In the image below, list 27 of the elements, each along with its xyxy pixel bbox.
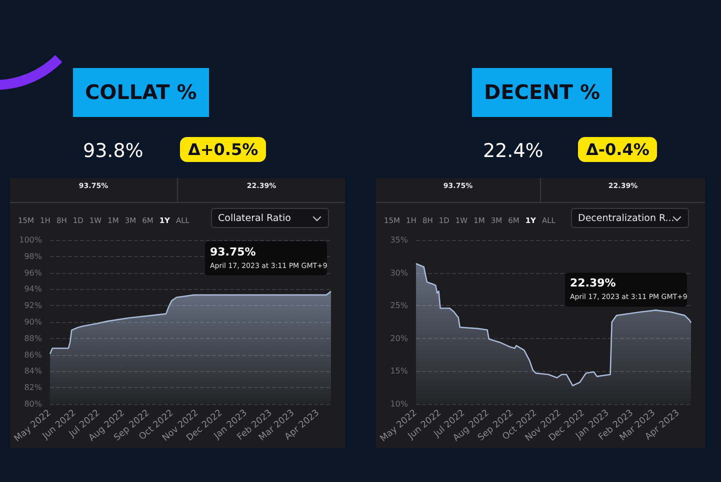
y-tick-label: 10% xyxy=(390,400,408,408)
y-tick-label: 84% xyxy=(24,366,42,376)
text: Collateral Ratio xyxy=(211,208,329,228)
annotation: 22.39% xyxy=(570,276,616,290)
chart-title: DECENT % xyxy=(472,68,612,117)
y-tick-label: 15% xyxy=(390,366,408,376)
y-tick-label: 20% xyxy=(390,334,408,343)
text: Decentralization R... xyxy=(571,208,689,228)
y-tick-label: 98% xyxy=(24,252,42,261)
y-tick-label: 82% xyxy=(24,383,42,392)
chart-subtitle: 93.8% xyxy=(83,140,144,162)
annotation: 93.75% xyxy=(210,245,256,258)
y-tick-label: 96% xyxy=(24,268,42,278)
text: Δ-0.4% xyxy=(578,137,658,162)
y-tick-label: 80% xyxy=(24,400,42,408)
y-tick-label: 94% xyxy=(24,284,42,294)
y-tick-label: 86% xyxy=(24,350,42,360)
y-tick-label: 88% xyxy=(24,334,42,343)
y-tick-label: 30% xyxy=(390,268,408,278)
y-tick-label: 92% xyxy=(24,301,42,310)
y-tick-label: 100% xyxy=(19,236,42,244)
y-tick-label: 35% xyxy=(390,236,408,244)
text: Δ+0.5% xyxy=(180,137,266,162)
y-tick-label: 90% xyxy=(24,318,42,326)
chart-subtitle: 22.4% xyxy=(483,140,544,162)
y-tick-label: 25% xyxy=(390,301,408,310)
chart-title: COLLAT % xyxy=(73,68,209,117)
